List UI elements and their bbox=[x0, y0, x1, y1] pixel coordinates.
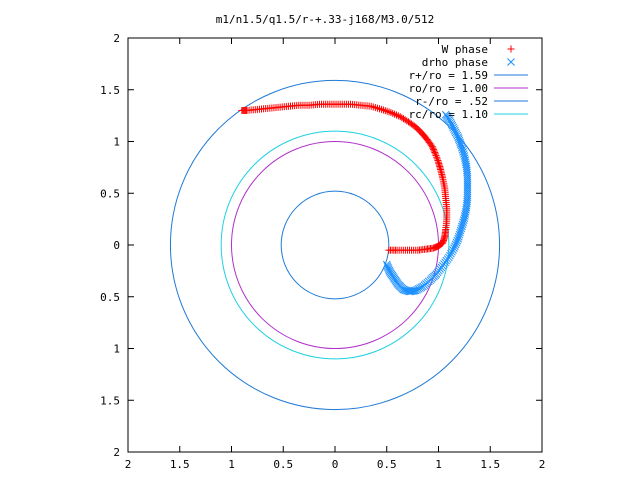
x-tick-label: 2 bbox=[125, 458, 132, 471]
chart-title: m1/n1.5/q1.5/r-+.33-j168/M3.0/512 bbox=[216, 13, 435, 26]
w-phase-point bbox=[432, 152, 440, 160]
w-phase-point bbox=[435, 158, 442, 166]
drho-phase-point bbox=[449, 246, 457, 254]
y-tick-label: 1.5 bbox=[100, 84, 120, 97]
legend-label: drho phase bbox=[422, 56, 488, 69]
drho-phase-point bbox=[456, 226, 465, 235]
y-tick-label: 2 bbox=[113, 446, 120, 459]
w-phase-point bbox=[431, 148, 439, 156]
legend-marker bbox=[507, 45, 515, 53]
y-tick-label: 2 bbox=[113, 32, 120, 45]
drho-phase-point bbox=[454, 232, 463, 241]
drho-phase-point bbox=[455, 230, 464, 239]
drho-phase-point bbox=[458, 222, 466, 231]
drho-phase-point bbox=[383, 262, 392, 270]
drho-phase-point bbox=[459, 147, 467, 156]
x-tick-label: 1.5 bbox=[170, 458, 190, 471]
x-tick-label: 0 bbox=[332, 458, 339, 471]
w-phase-point bbox=[430, 147, 438, 155]
y-tick-label: 1.5 bbox=[100, 394, 120, 407]
w-phase-point bbox=[398, 114, 406, 122]
legend-label: r-/ro = .52 bbox=[415, 95, 488, 108]
drho-phase-point bbox=[448, 247, 456, 256]
drho-phase-point bbox=[458, 143, 466, 152]
circle-rc bbox=[220, 130, 450, 360]
x-tick-label: 1 bbox=[228, 458, 235, 471]
legend-label: r+/ro = 1.59 bbox=[409, 69, 488, 82]
legend-label: ro/ro = 1.00 bbox=[409, 82, 488, 95]
legend-marker bbox=[507, 58, 515, 66]
drho-phase-point bbox=[453, 236, 462, 245]
circle-r+ bbox=[169, 79, 501, 411]
drho-phase-point bbox=[446, 251, 454, 260]
w-phase-point bbox=[429, 144, 437, 152]
drho-phase-point bbox=[457, 141, 466, 150]
drho-phase-point bbox=[458, 145, 467, 154]
w-phase-point bbox=[431, 150, 439, 158]
drho-phase-point bbox=[452, 238, 461, 247]
drho-phase-point bbox=[450, 244, 458, 252]
w-phase-point bbox=[433, 153, 441, 161]
w-phase-point bbox=[381, 107, 389, 115]
x-tick-label: 1.5 bbox=[480, 458, 500, 471]
circle-ro bbox=[231, 141, 439, 349]
legend-label: rc/ro = 1.10 bbox=[409, 108, 488, 121]
drho-phase-point bbox=[447, 249, 455, 258]
circle-r- bbox=[280, 190, 390, 300]
drho-phase-point bbox=[401, 286, 410, 295]
drho-phase-point bbox=[459, 216, 468, 225]
w-phase-point bbox=[430, 146, 438, 154]
drho-phase-point bbox=[450, 242, 459, 251]
w-phase-point bbox=[433, 155, 441, 163]
x-tick-label: 1 bbox=[435, 458, 442, 471]
legend-label: W phase bbox=[442, 43, 488, 56]
x-tick-label: 0.5 bbox=[377, 458, 397, 471]
y-tick-label: 0.5 bbox=[100, 291, 120, 304]
x-tick-label: 0.5 bbox=[273, 458, 293, 471]
drho-phase-point bbox=[460, 214, 469, 222]
drho-phase-point bbox=[451, 240, 460, 249]
y-tick-label: 0.5 bbox=[100, 187, 120, 200]
y-tick-label: 1 bbox=[113, 136, 120, 149]
drho-phase-point bbox=[457, 224, 466, 233]
x-tick-label: 2 bbox=[539, 458, 546, 471]
drho-phase-point bbox=[459, 218, 467, 227]
y-tick-label: 1 bbox=[113, 343, 120, 356]
drho-phase-point bbox=[382, 260, 391, 269]
w-phase-point bbox=[379, 106, 387, 114]
drho-phase-point bbox=[454, 234, 463, 243]
drho-phase-point bbox=[456, 228, 464, 237]
drho-phase-point bbox=[400, 286, 409, 294]
drho-phase-point bbox=[458, 220, 467, 229]
w-phase-point bbox=[434, 157, 442, 165]
y-tick-label: 0 bbox=[113, 239, 120, 252]
w-phase-point bbox=[238, 106, 246, 114]
